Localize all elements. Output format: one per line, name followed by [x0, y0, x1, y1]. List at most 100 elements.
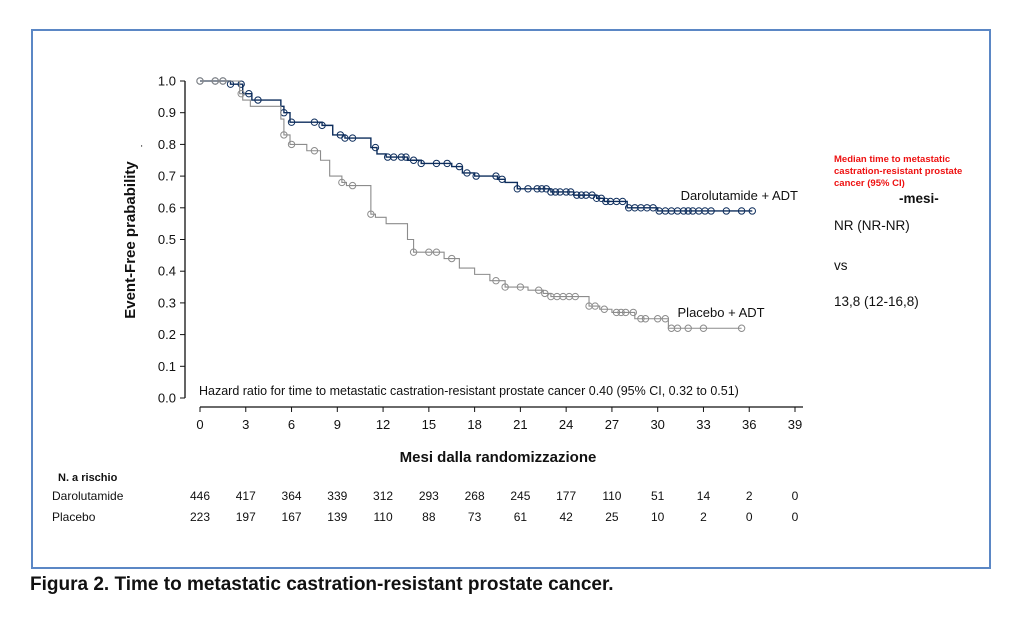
placebo-censor-mark — [737, 324, 746, 332]
x-tick-label: 12 — [376, 417, 390, 432]
placebo-censor-mark — [338, 178, 346, 187]
darolutamide-censor-mark — [679, 207, 688, 215]
placebo-censor-mark — [196, 77, 204, 85]
risk-cell: 293 — [419, 489, 439, 503]
x-tick-label: 3 — [242, 417, 249, 432]
darolutamide-censor-mark — [592, 194, 601, 202]
risk-cell: 51 — [651, 489, 665, 503]
placebo-censor-mark — [617, 308, 625, 317]
darolutamide-censor-mark — [341, 134, 349, 142]
placebo-censor-mark — [534, 286, 543, 294]
risk-cell: 2 — [746, 489, 753, 503]
x-tick-label: 21 — [513, 417, 527, 432]
risk-row-label: Darolutamide — [52, 489, 124, 503]
darolutamide-censor-mark — [573, 191, 581, 199]
median-time-title: Median time to metastatic castration-res… — [834, 154, 963, 189]
risk-cell: 339 — [327, 489, 347, 503]
darolutamide-survival-curve — [200, 80, 753, 212]
darolutamide-censor-mark — [402, 153, 410, 161]
darolutamide-censor-mark — [551, 188, 560, 196]
darolutamide-series-label: Darolutamide + ADT — [681, 188, 798, 203]
risk-cell: 0 — [792, 510, 799, 524]
darolutamide-censor-mark — [463, 169, 471, 177]
placebo-censor-mark — [699, 324, 708, 332]
darolutamide-censor-mark — [547, 188, 555, 196]
placebo-censor-mark — [310, 147, 319, 155]
darolutamide-censor-mark — [409, 156, 418, 164]
darolutamide-censor-mark — [443, 159, 451, 168]
placebo-censor-mark — [219, 77, 227, 85]
placebo-censor-mark — [448, 254, 456, 263]
placebo-censor-mark — [684, 324, 692, 332]
risk-cell: 268 — [465, 489, 485, 503]
risk-table-header: N. a rischio — [58, 472, 118, 484]
darolutamide-censor-mark — [577, 191, 586, 199]
darolutamide-censor-mark — [432, 159, 441, 168]
x-tick-label: 24 — [559, 417, 573, 432]
placebo-censor-mark — [541, 289, 549, 298]
placebo-censor-mark — [409, 248, 418, 256]
darolutamide-censor-mark — [498, 175, 506, 183]
y-tick-label: 0.6 — [158, 200, 176, 215]
darolutamide-censor-mark — [722, 207, 731, 215]
darolutamide-censor-mark — [684, 207, 692, 215]
risk-cell: 73 — [468, 510, 482, 524]
y-tick-label: 0.2 — [158, 327, 176, 342]
plot-area: Darolutamide + ADT Placebo + ADT — [196, 77, 798, 332]
placebo-survival-curve — [200, 80, 742, 329]
y-tick-label: 0.0 — [158, 391, 176, 406]
placebo-censor-mark — [516, 283, 525, 291]
darolutamide-censor-mark — [562, 188, 570, 196]
x-tick-label: 6 — [288, 417, 295, 432]
risk-row-label: Placebo — [52, 510, 96, 524]
placebo-censor-mark — [501, 283, 509, 291]
x-tick-label: 9 — [334, 417, 341, 432]
x-axis-title: Mesi dalla randomizzazione — [400, 449, 597, 466]
darolutamide-censor-mark — [417, 159, 425, 168]
y-tick-label: 1.0 — [158, 74, 176, 89]
median-time-box: Median time to metastatic castration-res… — [834, 154, 984, 309]
x-tick-label: 18 — [467, 417, 481, 432]
median-darolutamide: NR (NR-NR) — [834, 218, 910, 233]
darolutamide-censor-mark — [310, 118, 319, 126]
darolutamide-censor-mark — [492, 172, 500, 180]
risk-cell: 0 — [746, 510, 753, 524]
risk-cell: 245 — [510, 489, 530, 503]
placebo-censor-mark — [612, 308, 621, 317]
risk-cell: 10 — [651, 510, 665, 524]
risk-cell: 25 — [605, 510, 619, 524]
darolutamide-censor-mark — [524, 185, 532, 193]
x-tick-label: 36 — [742, 417, 756, 432]
risk-cell: 14 — [697, 489, 711, 503]
y-tick-label: 0.5 — [158, 232, 176, 247]
x-tick-label: 30 — [650, 417, 664, 432]
risk-cell: 167 — [282, 510, 302, 524]
darolutamide-censor-mark — [602, 197, 610, 206]
y-tick-label: 0.8 — [158, 137, 176, 152]
placebo-censor-mark — [367, 210, 375, 218]
placebo-censor-mark — [673, 324, 682, 332]
risk-cell: 2 — [700, 510, 707, 524]
placebo-censor-mark — [425, 248, 433, 256]
placebo-censor-mark — [287, 140, 296, 149]
risk-cell: 42 — [559, 510, 573, 524]
placebo-censor-mark — [280, 131, 288, 139]
figure-caption: Figura 2. Time to metastatic castration-… — [30, 574, 614, 595]
risk-cell: 312 — [373, 489, 393, 503]
median-placebo: 13,8 (12-16,8) — [834, 294, 919, 309]
y-axis-title: Event-Free prabability — [122, 161, 139, 319]
placebo-censor-mark — [637, 315, 645, 323]
placebo-series-label: Placebo + ADT — [678, 305, 765, 320]
darolutamide-censor-mark — [371, 143, 380, 152]
placebo-censor-mark — [571, 292, 580, 301]
x-tick-label: 27 — [605, 417, 619, 432]
placebo-censor-mark — [600, 305, 608, 313]
darolutamide-censor-mark — [567, 188, 575, 196]
risk-cell: 88 — [422, 510, 436, 524]
darolutamide-censor-mark — [513, 185, 522, 193]
placebo-censor-mark — [591, 302, 599, 310]
darolutamide-censor-mark — [472, 172, 480, 180]
risk-cell: 0 — [792, 489, 799, 503]
placebo-censor-mark — [661, 315, 670, 323]
darolutamide-censor-mark — [254, 96, 262, 104]
